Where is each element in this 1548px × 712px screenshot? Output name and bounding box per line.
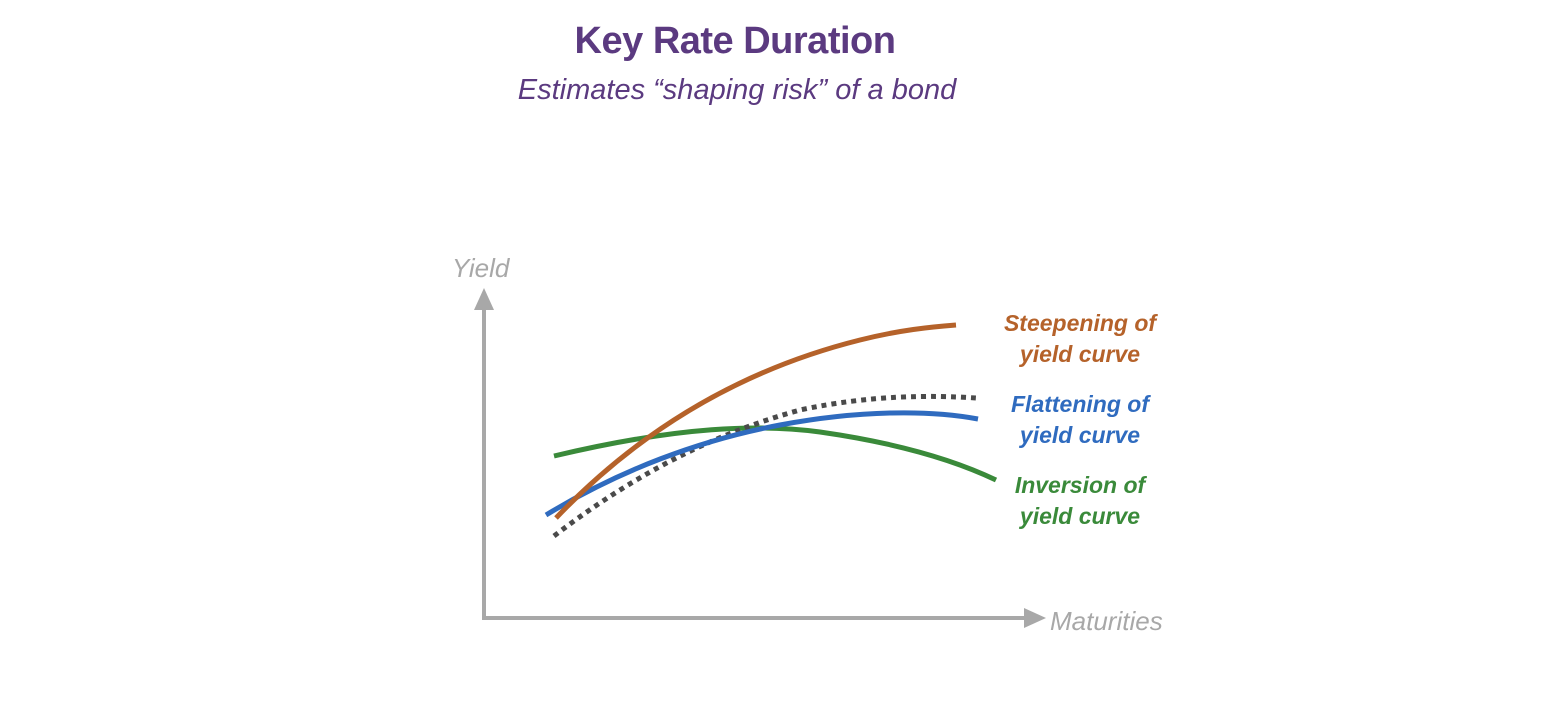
x-axis-arrow-icon bbox=[1024, 608, 1046, 628]
steepening-curve bbox=[554, 322, 957, 520]
inversion-label-line1: Inversion of bbox=[1015, 472, 1148, 498]
original-curve bbox=[552, 393, 977, 538]
flattening-label-line2: yield curve bbox=[1019, 422, 1140, 448]
diagram-title: Key Rate Duration bbox=[574, 20, 896, 62]
inversion-label: Inversion of yield curve bbox=[1015, 472, 1148, 529]
flattening-label-line1: Flattening of bbox=[1011, 391, 1151, 417]
steepening-label: Steepening of yield curve bbox=[1004, 310, 1158, 367]
steepening-label-line1: Steepening of bbox=[1004, 310, 1158, 336]
flattening-curve bbox=[544, 410, 979, 518]
inversion-curve bbox=[553, 425, 998, 483]
x-axis-label: Maturities bbox=[1050, 606, 1163, 636]
steepening-label-line2: yield curve bbox=[1019, 341, 1140, 367]
inversion-label-line2: yield curve bbox=[1019, 503, 1140, 529]
y-axis bbox=[474, 288, 494, 620]
flattening-label: Flattening of yield curve bbox=[1011, 391, 1151, 448]
x-axis bbox=[482, 608, 1046, 628]
y-axis-label: Yield bbox=[452, 253, 511, 283]
diagram-subtitle: Estimates “shaping risk” of a bond bbox=[517, 74, 957, 106]
y-axis-arrow-icon bbox=[474, 288, 494, 310]
